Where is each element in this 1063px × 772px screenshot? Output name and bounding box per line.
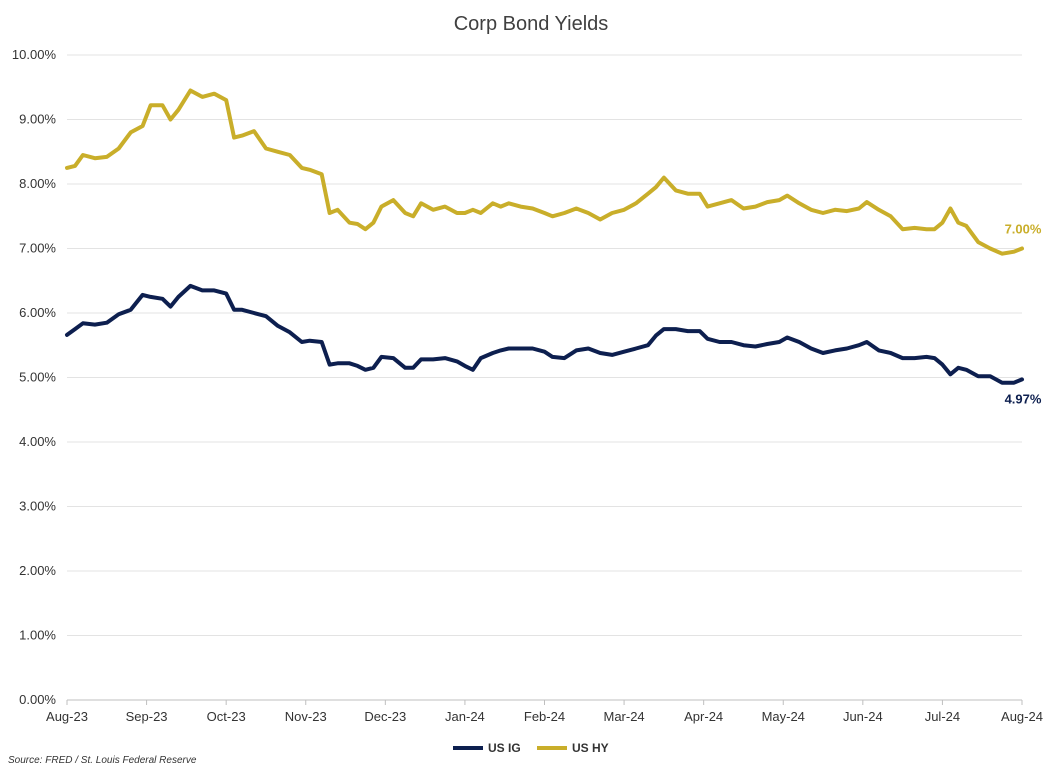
x-tick-label: Aug-24	[1001, 709, 1043, 724]
y-tick-label: 1.00%	[19, 628, 56, 643]
plot-area	[65, 88, 1024, 385]
legend: US IG US HY	[453, 741, 609, 755]
y-tick-label: 10.00%	[12, 47, 57, 62]
chart-title: Corp Bond Yields	[454, 13, 609, 35]
x-tick-label: Sep-23	[126, 709, 168, 724]
x-tick-label: Aug-23	[46, 709, 88, 724]
x-tick-label: Mar-24	[603, 709, 644, 724]
series-line-us-ig	[65, 283, 1024, 385]
end-labels: 4.97% 7.00%	[1005, 222, 1042, 407]
legend-label-us-hy: US HY	[572, 741, 609, 755]
x-tick-label: May-24	[762, 709, 805, 724]
x-tick-label: Dec-23	[364, 709, 406, 724]
y-tick-label: 9.00%	[19, 112, 56, 127]
y-tick-label: 4.00%	[19, 434, 56, 449]
gridlines	[67, 54, 1022, 701]
y-tick-label: 6.00%	[19, 305, 56, 320]
x-tick-label: Apr-24	[684, 709, 723, 724]
x-tick-label: Jun-24	[843, 709, 883, 724]
x-axis: Aug-23 Sep-23 Oct-23 Nov-23 Dec-23 Jan-24 Feb-…	[46, 700, 1043, 724]
y-axis: 0.00% 1.00% 2.00% 3.00% 4.00% 5.00% 6.00% 7.00%…	[12, 47, 57, 707]
y-tick-label: 5.00%	[19, 370, 56, 385]
x-tick-label: Jul-24	[925, 709, 960, 724]
x-tick-label: Feb-24	[524, 709, 565, 724]
end-label-us-hy: 7.00%	[1005, 222, 1042, 237]
y-tick-label: 3.00%	[19, 499, 56, 514]
legend-label-us-ig: US IG	[488, 741, 521, 755]
y-tick-label: 0.00%	[19, 692, 56, 707]
x-tick-label: Oct-23	[207, 709, 246, 724]
y-tick-label: 2.00%	[19, 563, 56, 578]
y-tick-label: 8.00%	[19, 176, 56, 191]
series-line-us-hy	[65, 88, 1024, 256]
x-tick-label: Jan-24	[445, 709, 485, 724]
source-note: Source: FRED / St. Louis Federal Reserve	[8, 755, 197, 766]
x-tick-label: Nov-23	[285, 709, 327, 724]
y-tick-label: 7.00%	[19, 241, 56, 256]
end-label-us-ig: 4.97%	[1005, 391, 1042, 406]
